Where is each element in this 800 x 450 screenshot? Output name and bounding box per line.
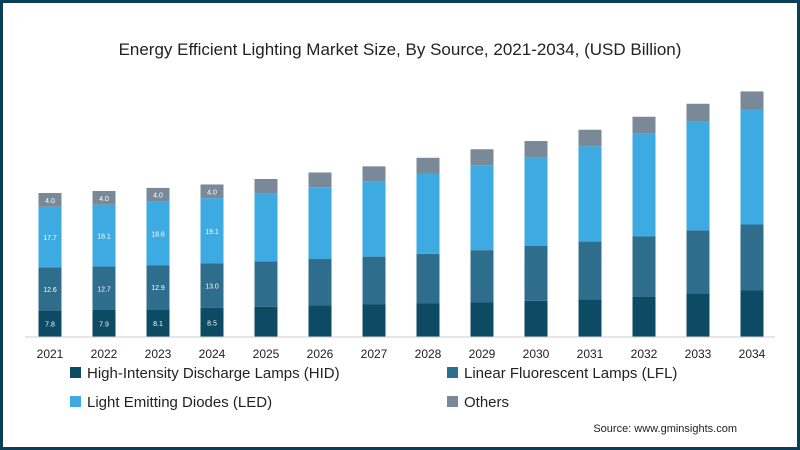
bar-segment-high-intensity-discharge-lamps-hid--2026 <box>308 305 332 337</box>
x-tick-label: 2028 <box>415 347 442 361</box>
bar-segment-linear-fluorescent-lamps-lfl--2024 <box>200 263 224 308</box>
data-label: 18.6 <box>151 231 165 238</box>
data-label: 19.1 <box>205 229 219 236</box>
bar-segment-high-intensity-discharge-lamps-hid--2029 <box>470 302 494 337</box>
data-label: 7.8 <box>45 322 55 329</box>
x-tick-label: 2030 <box>523 347 550 361</box>
x-tick-label: 2029 <box>469 347 496 361</box>
bar-segment-others-2031 <box>578 129 602 147</box>
bar-segment-others-2021 <box>38 193 62 207</box>
bar-segment-linear-fluorescent-lamps-lfl--2029 <box>470 250 494 303</box>
bar-segment-linear-fluorescent-lamps-lfl--2034 <box>740 224 764 291</box>
data-label: 8.5 <box>207 320 217 327</box>
bar-segment-light-emitting-diodes-led--2024 <box>200 198 224 264</box>
bar-segment-light-emitting-diodes-led--2025 <box>254 193 278 262</box>
bar-segment-others-2033 <box>686 103 710 122</box>
legend-swatch <box>70 367 81 378</box>
x-tick-label: 2022 <box>91 347 118 361</box>
bar-segment-others-2026 <box>308 172 332 188</box>
x-tick-label: 2031 <box>577 347 604 361</box>
data-label: 8.1 <box>153 321 163 328</box>
bar-segment-high-intensity-discharge-lamps-hid--2027 <box>362 304 386 337</box>
bar-segment-others-2030 <box>524 141 548 158</box>
bar-segment-light-emitting-diodes-led--2027 <box>362 181 386 257</box>
bar-segment-others-2027 <box>362 166 386 182</box>
bar-segment-light-emitting-diodes-led--2033 <box>686 121 710 231</box>
bar-segment-high-intensity-discharge-lamps-hid--2024 <box>200 307 224 337</box>
legend-label: High-Intensity Discharge Lamps (HID) <box>87 365 340 382</box>
bar-segment-linear-fluorescent-lamps-lfl--2030 <box>524 246 548 301</box>
data-label: 7.9 <box>99 321 109 328</box>
x-tick-label: 2025 <box>253 347 280 361</box>
data-label: 4.0 <box>45 198 55 205</box>
bar-segment-linear-fluorescent-lamps-lfl--2026 <box>308 259 332 306</box>
bar-segment-others-2022 <box>92 190 116 205</box>
chart-frame <box>3 3 797 447</box>
bar-segment-others-2025 <box>254 178 278 194</box>
data-label: 12.6 <box>43 287 57 294</box>
bar-segment-linear-fluorescent-lamps-lfl--2022 <box>92 266 116 310</box>
legend-label: Linear Fluorescent Lamps (LFL) <box>464 365 677 382</box>
bar-segment-others-2028 <box>416 157 440 174</box>
data-label: 17.7 <box>43 235 57 242</box>
x-tick-label: 2032 <box>631 347 658 361</box>
x-tick-label: 2023 <box>145 347 172 361</box>
bar-segment-linear-fluorescent-lamps-lfl--2033 <box>686 230 710 294</box>
bar-segment-light-emitting-diodes-led--2028 <box>416 173 440 254</box>
x-tick-label: 2026 <box>307 347 334 361</box>
bar-segment-linear-fluorescent-lamps-lfl--2032 <box>632 236 656 297</box>
bar-segment-high-intensity-discharge-lamps-hid--2022 <box>92 309 116 337</box>
bar-segment-linear-fluorescent-lamps-lfl--2021 <box>38 267 62 311</box>
data-label: 13.0 <box>205 284 219 291</box>
legend-label: Others <box>464 394 509 411</box>
bar-segment-high-intensity-discharge-lamps-hid--2025 <box>254 306 278 337</box>
chart-title: Energy Efficient Lighting Market Size, B… <box>119 40 682 59</box>
legend-swatch <box>447 396 458 407</box>
bar-segment-high-intensity-discharge-lamps-hid--2033 <box>686 293 710 337</box>
legend-label: Light Emitting Diodes (LED) <box>87 394 272 411</box>
bar-segment-light-emitting-diodes-led--2034 <box>740 109 764 225</box>
bar-segment-high-intensity-discharge-lamps-hid--2028 <box>416 303 440 337</box>
data-label: 12.7 <box>97 286 111 293</box>
bar-segment-high-intensity-discharge-lamps-hid--2034 <box>740 290 764 337</box>
bar-segment-light-emitting-diodes-led--2021 <box>38 206 62 268</box>
bar-segment-linear-fluorescent-lamps-lfl--2028 <box>416 253 440 304</box>
bar-segment-light-emitting-diodes-led--2022 <box>92 204 116 267</box>
bar-segment-high-intensity-discharge-lamps-hid--2023 <box>146 309 170 337</box>
data-label: 4.0 <box>99 196 109 203</box>
data-label: 18.1 <box>97 234 111 241</box>
bar-segment-linear-fluorescent-lamps-lfl--2027 <box>362 256 386 305</box>
data-label: 4.0 <box>207 189 217 196</box>
bar-segment-others-2034 <box>740 91 764 110</box>
x-tick-label: 2034 <box>739 347 766 361</box>
x-tick-label: 2033 <box>685 347 712 361</box>
bar-segment-light-emitting-diodes-led--2031 <box>578 146 602 242</box>
bar-segment-high-intensity-discharge-lamps-hid--2021 <box>38 310 62 337</box>
legend-swatch <box>447 367 458 378</box>
bar-segment-light-emitting-diodes-led--2023 <box>146 201 170 266</box>
data-label: 4.0 <box>153 193 163 200</box>
x-tick-label: 2024 <box>199 347 226 361</box>
bar-segment-linear-fluorescent-lamps-lfl--2031 <box>578 241 602 300</box>
x-tick-label: 2027 <box>361 347 388 361</box>
bar-segment-others-2024 <box>200 184 224 199</box>
data-label: 12.9 <box>151 285 165 292</box>
bar-segment-high-intensity-discharge-lamps-hid--2031 <box>578 299 602 337</box>
bar-segment-linear-fluorescent-lamps-lfl--2023 <box>146 265 170 310</box>
bar-segment-light-emitting-diodes-led--2026 <box>308 187 332 260</box>
bar-segment-high-intensity-discharge-lamps-hid--2032 <box>632 296 656 337</box>
bar-segment-others-2023 <box>146 187 170 202</box>
bar-segment-light-emitting-diodes-led--2032 <box>632 133 656 237</box>
bar-segment-others-2032 <box>632 116 656 134</box>
bar-segment-light-emitting-diodes-led--2029 <box>470 165 494 251</box>
bar-segment-light-emitting-diodes-led--2030 <box>524 157 548 247</box>
legend-swatch <box>70 396 81 407</box>
bar-segment-others-2029 <box>470 149 494 166</box>
source-note: Source: www.gminsights.com <box>593 423 737 435</box>
bar-segment-high-intensity-discharge-lamps-hid--2030 <box>524 300 548 337</box>
x-tick-label: 2021 <box>37 347 64 361</box>
bar-segment-linear-fluorescent-lamps-lfl--2025 <box>254 261 278 307</box>
